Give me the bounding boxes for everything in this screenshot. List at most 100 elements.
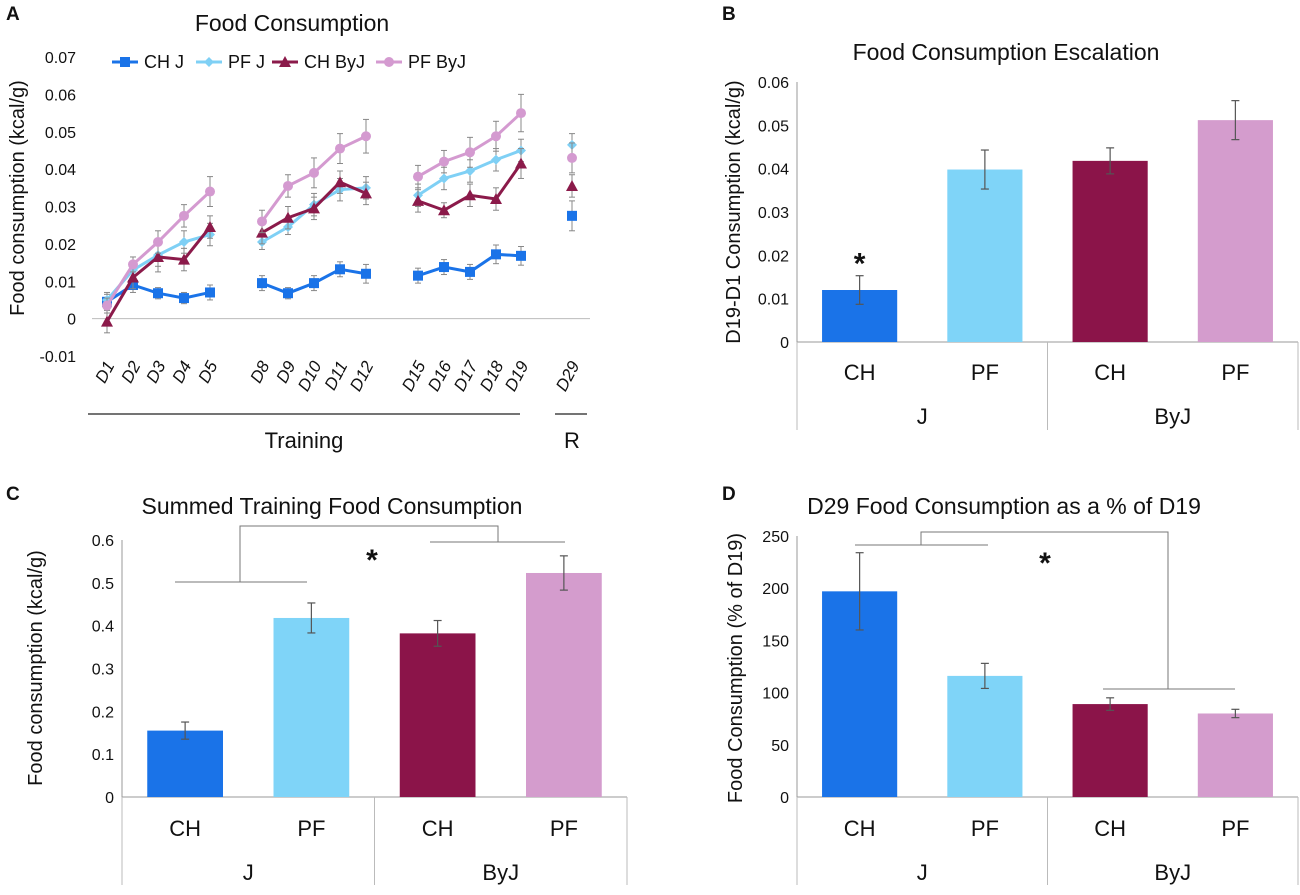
data-point [127,271,139,283]
chart-d: 0 50 100 150 200 250 CH PF CH PF J ByJ * [762,529,1299,885]
bar [947,169,1023,342]
category-label: CH [1094,816,1126,841]
bar [947,675,1023,797]
data-point [120,57,130,67]
x-tick-label: D12 [346,357,378,394]
data-point [309,278,319,289]
data-point [335,264,345,275]
significance-star: * [366,544,378,577]
data-point [361,131,371,142]
data-point [490,193,502,205]
y-tick-label: 0.03 [758,205,789,222]
data-point [516,250,526,261]
y-tick-label: 0.05 [45,125,76,142]
data-point [179,293,189,304]
chart-b: 0 0.01 0.02 0.03 0.04 0.05 0.06 CH PF CH PF J ByJ * [758,75,1299,430]
y-tick-label: 0.04 [758,162,789,179]
bar [399,633,476,797]
comparison-bracket [175,525,565,583]
data-point [465,165,475,176]
data-point [152,250,164,262]
chart-d-ylabel: Food Consumption (% of D19) [725,533,747,803]
y-tick-label: 200 [762,581,789,598]
data-point [101,315,113,327]
data-point [360,187,372,199]
bar [1072,704,1148,797]
y-tick-label: 0.5 [92,576,114,593]
y-tick-label: 0.02 [758,248,789,265]
category-label: PF [1221,816,1249,841]
data-point [282,211,294,223]
y-tick-label: 0.03 [45,200,76,217]
significance-star: * [1039,547,1051,580]
y-tick-label: 0.3 [92,662,114,679]
y-tick-label: 0.6 [92,533,114,550]
data-point [412,194,424,206]
y-tick-label: 0.06 [45,87,76,104]
data-point [491,131,501,142]
bar [273,617,350,797]
group-label: ByJ [482,860,519,885]
x-tick-label: D10 [294,357,326,394]
chart-a: -0.01 0 0.01 0.02 0.03 0.04 0.05 0.06 0.07 D1 D2D3… [40,50,590,415]
legend-label: CH ByJ [304,52,365,72]
x-tick-label: D8 [247,357,274,386]
chart-c-title: Summed Training Food Consumption [142,493,523,519]
group-label: ByJ [1154,860,1191,885]
data-point [439,173,449,184]
y-tick-label: 150 [762,633,789,650]
y-tick-label: 0.4 [92,619,114,636]
significance-star: * [854,248,866,281]
panel-letter-d: D [722,484,736,505]
x-tick-label: D15 [398,357,430,394]
bar [526,572,602,797]
y-tick-label: 250 [762,529,789,546]
data-point [309,167,319,178]
x-tick-label: D16 [424,357,456,394]
chart-c: 0 0.1 0.2 0.3 0.4 0.5 0.6 CH PF CH PF J ByJ * [92,525,628,885]
data-point [308,202,320,214]
data-point [283,288,293,299]
group-label: J [917,404,928,429]
legend-label: PF J [228,52,265,72]
data-point [439,156,449,167]
y-tick-label: 0.06 [758,75,789,92]
data-point [283,180,293,191]
data-point [413,270,423,281]
category-label: CH [844,360,876,385]
group-label: J [243,860,254,885]
category-label: PF [550,816,578,841]
legend-label: CH J [144,52,184,72]
x-tick-label: D3 [143,357,170,386]
y-tick-label: 0 [780,790,789,807]
data-point [465,147,475,158]
category-label: CH [422,816,454,841]
data-point [515,157,527,169]
comparison-bracket [855,531,1235,690]
data-point [566,179,578,191]
y-tick-label: 0.07 [45,50,76,67]
x-tick-label: D18 [476,357,508,394]
category-label: CH [844,816,876,841]
chart-c-ylabel: Food consumption (kcal/g) [25,550,47,786]
y-tick-label: 0.01 [45,274,76,291]
x-tick-label: D5 [195,357,222,386]
chart-a-ylabel: Food consumption (kcal/g) [7,80,29,316]
data-point [465,266,475,277]
data-point [153,288,163,299]
chart-a-group-training: Training [265,428,344,453]
data-point [279,56,291,67]
data-point [102,300,112,311]
legend-label: PF ByJ [408,52,466,72]
data-point [335,143,345,154]
data-point [179,237,189,248]
data-point [205,186,215,197]
data-point [205,287,215,298]
data-point [438,204,450,216]
category-label: PF [1221,360,1249,385]
data-point [464,189,476,201]
category-label: PF [297,816,325,841]
data-point [516,108,526,119]
data-point [257,278,267,289]
